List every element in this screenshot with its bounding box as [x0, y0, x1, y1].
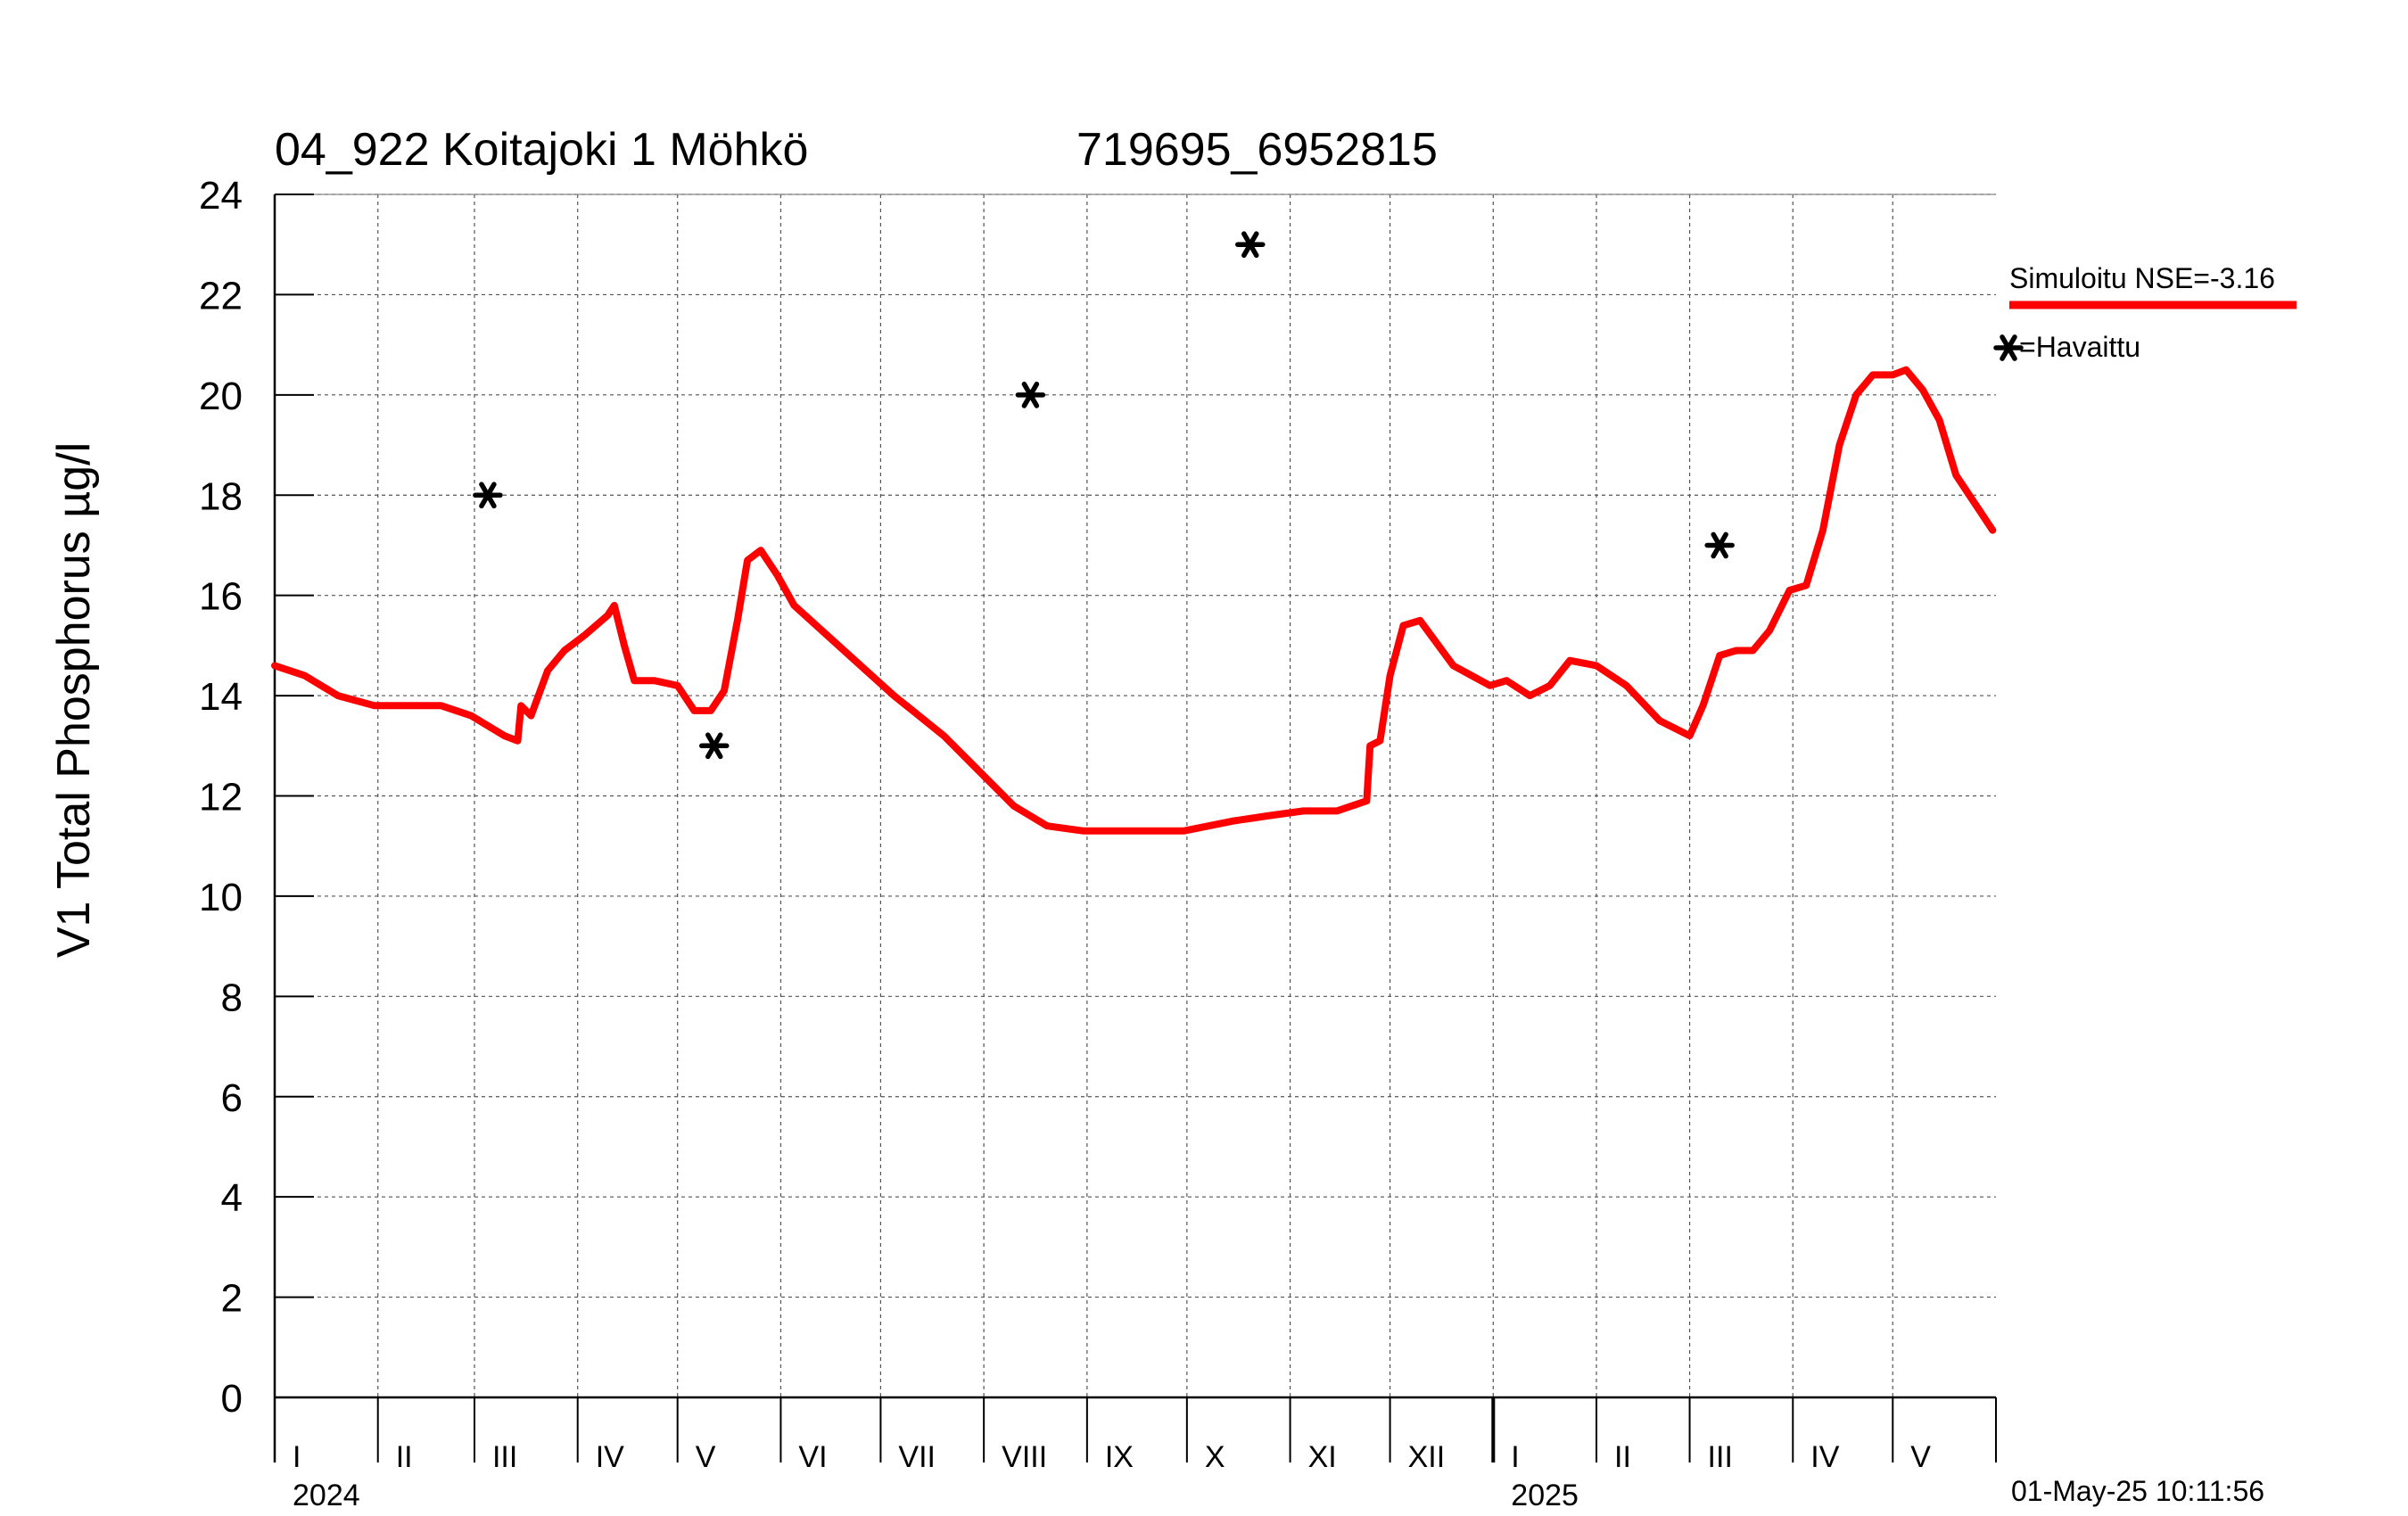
- observed-point: [699, 732, 730, 760]
- month-label: IX: [1105, 1440, 1134, 1474]
- axes: [273, 194, 1996, 1462]
- y-tick-label: 2: [221, 1277, 243, 1321]
- month-label: II: [396, 1440, 413, 1474]
- month-label: III: [492, 1440, 517, 1474]
- month-label: XI: [1308, 1440, 1337, 1474]
- y-tick-label: 6: [221, 1076, 243, 1120]
- legend-asterisk-icon: [1993, 334, 2024, 361]
- month-label: II: [1614, 1440, 1631, 1474]
- legend-label-simuloitu: Simuloitu NSE=-3.16: [2009, 262, 2275, 294]
- chart-subtitle: 719695_6952815: [1076, 124, 1438, 176]
- y-axis-label: V1 Total Phosphorus µg/l: [48, 442, 100, 958]
- y-tick-label: 16: [199, 575, 243, 619]
- month-label: VI: [798, 1440, 827, 1474]
- month-label: X: [1205, 1440, 1225, 1474]
- observed-point: [1015, 381, 1046, 408]
- observed-points: [473, 231, 1735, 760]
- y-tick-label: 20: [199, 375, 243, 418]
- month-label: V: [696, 1440, 716, 1474]
- y-tick-label: 18: [199, 474, 243, 518]
- month-label: IV: [596, 1440, 624, 1474]
- grid: [275, 194, 1996, 1397]
- year-label: 2024: [293, 1479, 360, 1512]
- observed-point: [1235, 231, 1266, 259]
- y-tick-label: 8: [221, 976, 243, 1019]
- chart-title: 04_922 Koitajoki 1 Möhkö: [275, 124, 808, 176]
- series-line-simuloitu: [271, 366, 1997, 835]
- month-label: VII: [898, 1440, 936, 1474]
- asterisk-icon: [1993, 334, 2024, 361]
- y-tick-label: 0: [221, 1377, 243, 1421]
- legend-label-havaittu: =Havaittu: [2019, 331, 2140, 363]
- month-label: VIII: [1002, 1440, 1047, 1474]
- timestamp: 01-May-25 10:11:56: [2011, 1475, 2264, 1507]
- month-label: III: [1708, 1440, 1733, 1474]
- month-label: IV: [1810, 1440, 1839, 1474]
- y-tick-label: 12: [199, 776, 243, 820]
- observed-point: [1704, 531, 1735, 559]
- year-label: 2025: [1511, 1479, 1579, 1512]
- month-label: XII: [1408, 1440, 1446, 1474]
- observed-point: [473, 482, 503, 509]
- y-tick-label: 24: [199, 174, 243, 218]
- month-label: I: [1511, 1440, 1519, 1474]
- legend: Simuloitu NSE=-3.16 =Havaittu: [1993, 262, 2297, 363]
- month-label: V: [1910, 1440, 1931, 1474]
- y-tick-label: 4: [221, 1176, 243, 1220]
- month-label: I: [293, 1440, 301, 1474]
- y-tick-label: 22: [199, 274, 243, 317]
- y-tick-label: 10: [199, 876, 243, 919]
- y-tick-label: 14: [199, 675, 243, 719]
